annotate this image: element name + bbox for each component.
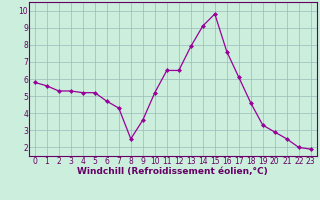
X-axis label: Windchill (Refroidissement éolien,°C): Windchill (Refroidissement éolien,°C) [77, 167, 268, 176]
